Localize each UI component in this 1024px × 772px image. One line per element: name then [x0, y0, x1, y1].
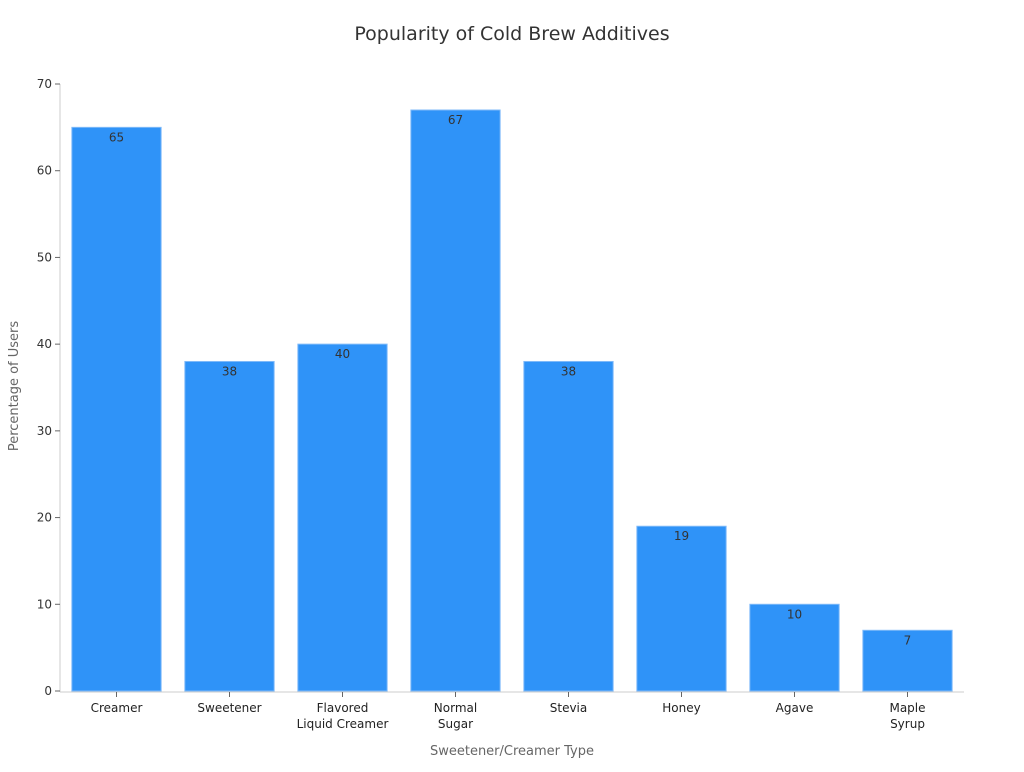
y-tick-label: 40: [37, 337, 52, 351]
data-label: 67: [448, 113, 463, 127]
data-label: 65: [109, 130, 124, 144]
x-tick-label: Honey: [662, 701, 700, 715]
chart-title: Popularity of Cold Brew Additives: [354, 23, 669, 45]
data-label: 7: [904, 633, 912, 647]
x-tick-label: Stevia: [550, 701, 588, 715]
bar: [297, 343, 388, 692]
x-tick-label: Creamer: [91, 701, 143, 715]
y-axis-label: Percentage of Users: [7, 321, 22, 452]
bar: [749, 603, 840, 692]
data-label: 38: [222, 364, 237, 378]
y-tick-label: 70: [37, 77, 52, 91]
bar: [71, 126, 162, 692]
y-tick-label: 10: [37, 597, 52, 611]
bar: [523, 360, 614, 692]
bar: [862, 629, 953, 692]
x-tick-label: Agave: [776, 701, 814, 715]
bar: [636, 525, 727, 692]
y-tick-label: 50: [37, 250, 52, 264]
data-label: 10: [787, 607, 802, 621]
y-tick-label: 0: [44, 684, 52, 698]
y-tick-label: 20: [37, 511, 52, 525]
y-tick-label: 60: [37, 164, 52, 178]
bar: [184, 360, 275, 692]
data-label: 40: [335, 347, 350, 361]
data-label: 38: [561, 364, 576, 378]
bar: [410, 109, 501, 692]
data-label: 19: [674, 529, 689, 543]
x-tick-label: Maple Syrup: [889, 701, 925, 731]
y-tick-label: 30: [37, 424, 52, 438]
x-tick-label: Flavored Liquid Creamer: [297, 701, 389, 731]
x-tick-label: Normal Sugar: [434, 701, 477, 731]
x-tick-label: Sweetener: [197, 701, 261, 715]
x-axis-label: Sweetener/Creamer Type: [430, 744, 594, 759]
